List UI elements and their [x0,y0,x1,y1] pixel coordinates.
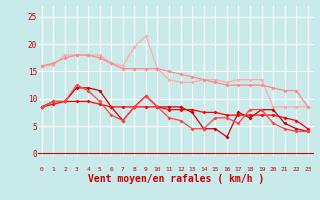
X-axis label: Vent moyen/en rafales ( km/h ): Vent moyen/en rafales ( km/h ) [88,174,264,184]
